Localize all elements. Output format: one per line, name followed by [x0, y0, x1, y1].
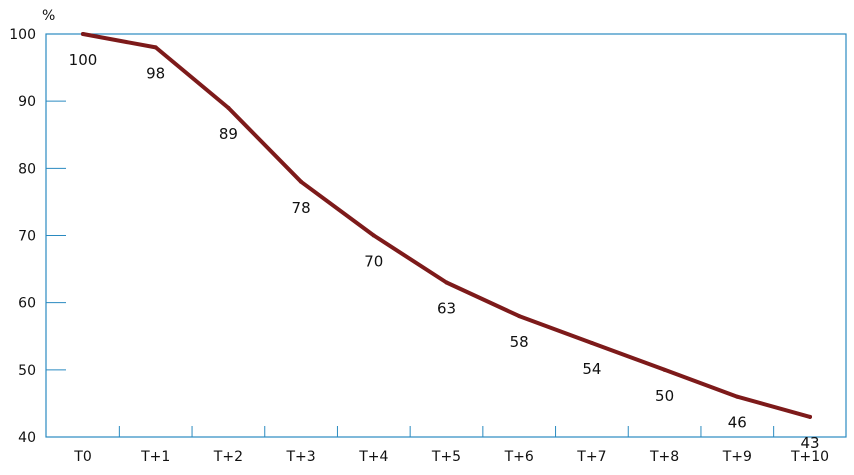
y-unit-label: % [42, 8, 55, 24]
y-tick-label: 90 [18, 94, 36, 110]
data-point [444, 280, 449, 285]
y-axis: 40 50 60 70 80 90 100 [9, 27, 66, 446]
x-tick-label: T0 [73, 449, 91, 465]
x-tick-label: T+1 [140, 449, 170, 465]
data-point [589, 340, 594, 345]
x-axis: T0 T+1 T+2 T+3 T+4 T+5 T+6 T+7 T+8 T+9 T+10 [73, 426, 829, 465]
x-tick-label: T+8 [649, 449, 679, 465]
x-tick-label: T+4 [358, 449, 388, 465]
data-point [735, 394, 740, 399]
data-point [808, 414, 812, 419]
y-tick-label: 40 [18, 430, 36, 446]
y-tick-label: 50 [18, 363, 36, 379]
data-label: 98 [146, 64, 165, 82]
y-tick-label: 100 [9, 27, 36, 43]
data-point [371, 233, 376, 238]
x-tick-label: T+2 [213, 449, 243, 465]
data-label: 43 [800, 434, 819, 452]
data-point [662, 367, 667, 372]
data-label: 89 [219, 125, 238, 143]
x-tick-label: T+9 [722, 449, 752, 465]
data-label: 100 [69, 51, 98, 69]
x-tick-label: T+7 [576, 449, 606, 465]
x-tick-label: T+5 [431, 449, 461, 465]
series-line [81, 32, 812, 419]
data-point [517, 314, 522, 319]
data-label: 63 [437, 300, 456, 318]
data-label: 58 [510, 333, 529, 351]
data-label: 50 [655, 387, 674, 405]
data-point [81, 32, 85, 36]
data-point [226, 105, 231, 110]
data-label: 70 [364, 253, 383, 271]
y-tick-label: 70 [18, 229, 36, 245]
data-point [299, 179, 304, 184]
data-label: 54 [582, 360, 601, 378]
data-label: 78 [292, 199, 311, 217]
x-tick-label: T+6 [504, 449, 534, 465]
data-labels-group: 100 98 89 78 70 63 58 54 50 46 43 [69, 51, 820, 452]
x-tick-label: T+3 [285, 449, 315, 465]
data-point [153, 45, 158, 50]
data-label: 46 [728, 414, 747, 432]
plot-frame [45, 33, 847, 438]
series-group [81, 32, 812, 419]
y-tick-label: 60 [18, 296, 36, 312]
x-tick-label: T+10 [790, 449, 829, 465]
y-tick-label: 80 [18, 161, 36, 177]
